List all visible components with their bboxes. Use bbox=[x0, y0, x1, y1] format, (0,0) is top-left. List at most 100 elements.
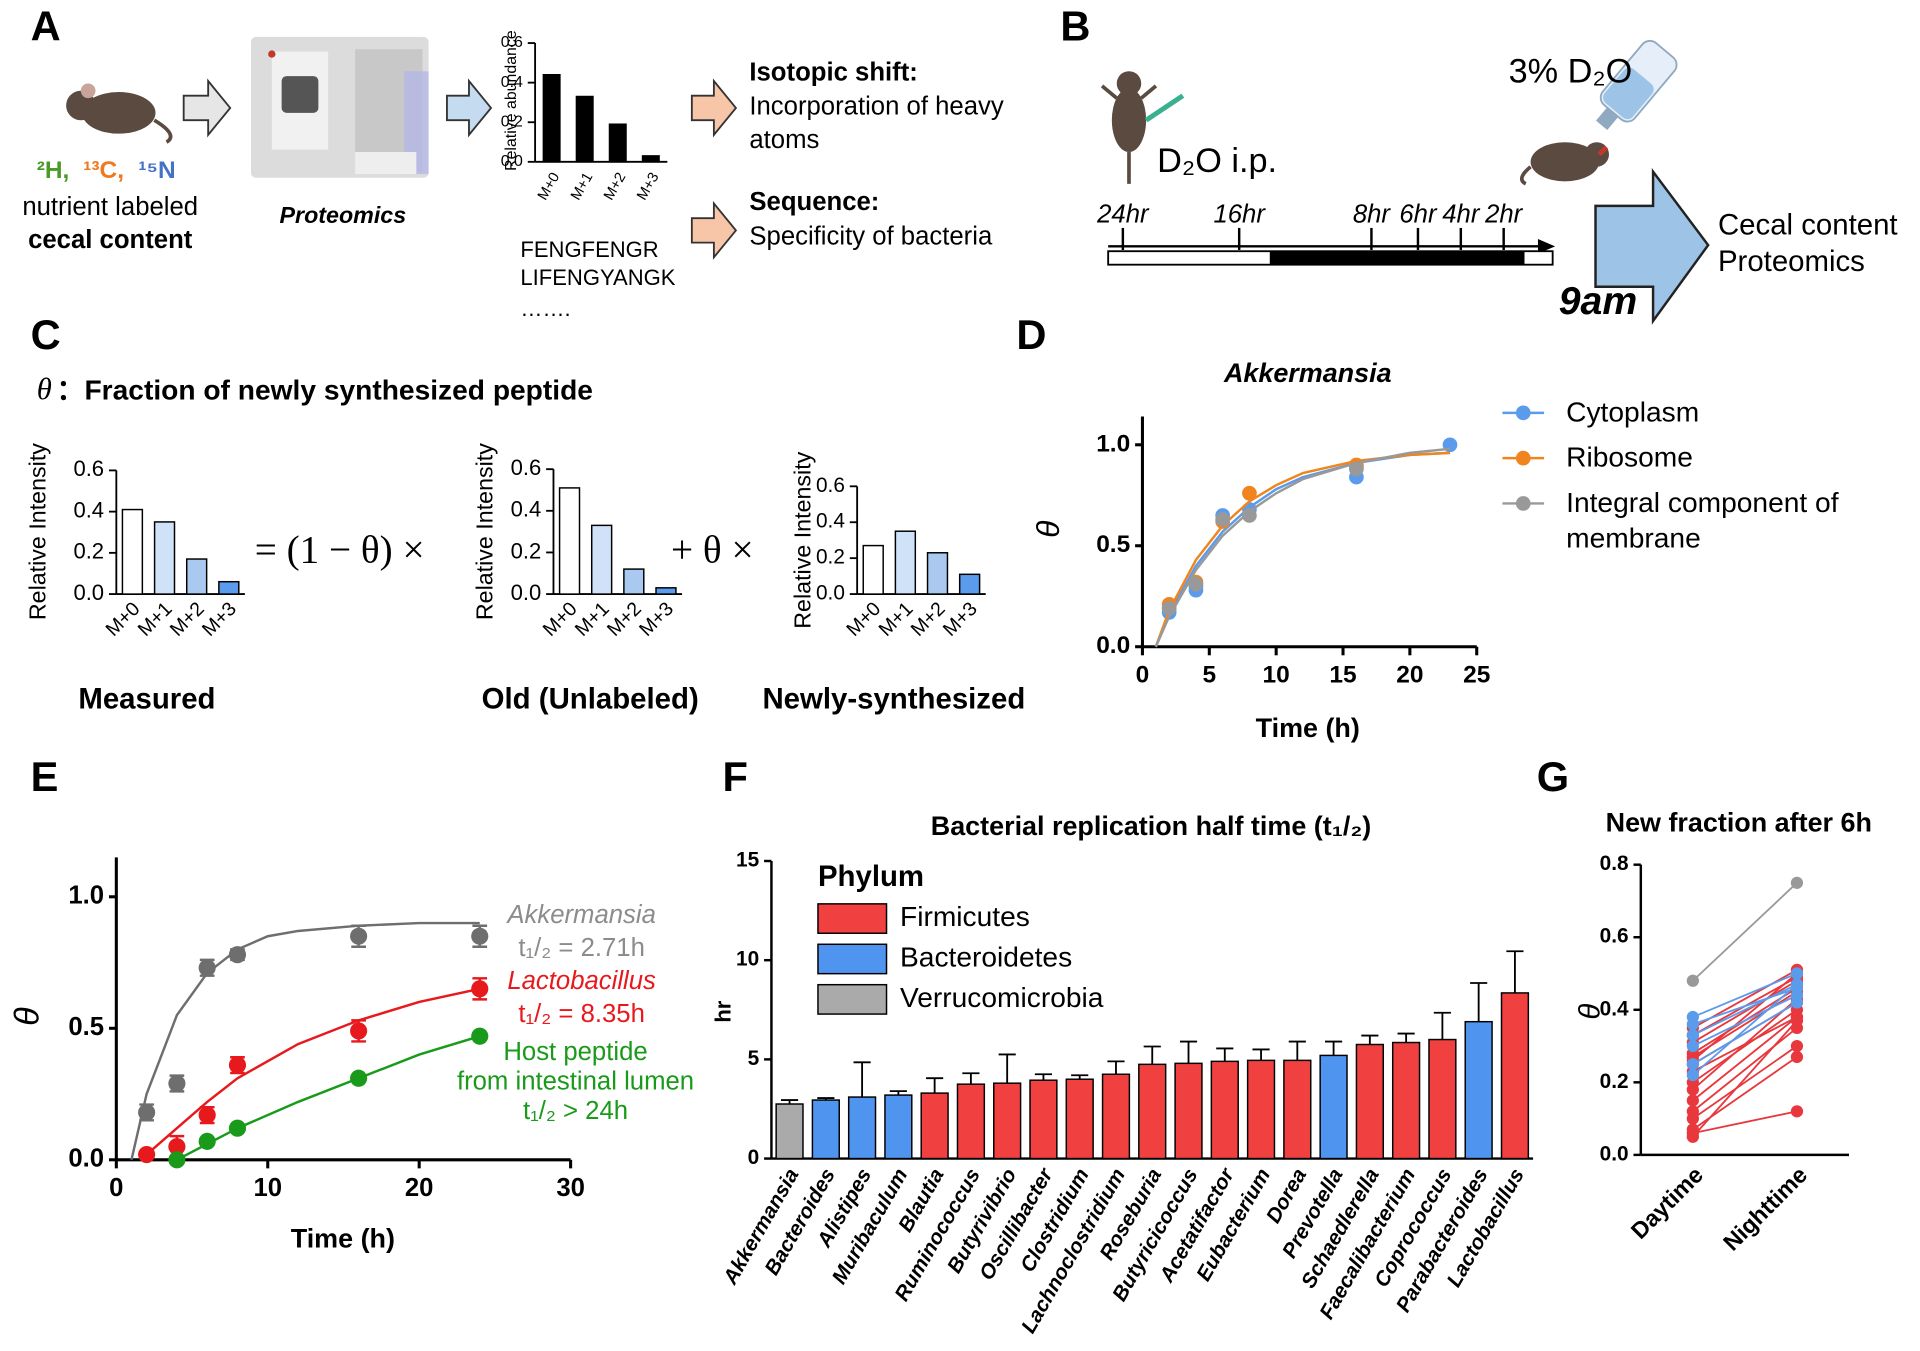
timepoint-label: 4hr bbox=[1442, 201, 1481, 229]
bar bbox=[1283, 1059, 1312, 1160]
annotation: t₁/₂ > 24h bbox=[523, 1097, 628, 1125]
y-axis-label: Relative abundance bbox=[503, 30, 520, 171]
panel-label: F bbox=[722, 753, 747, 800]
bar bbox=[655, 587, 677, 595]
caption: Measured bbox=[78, 682, 215, 715]
legend-label: Cytoplasm bbox=[1566, 395, 1700, 428]
legend-label-box: Cytoplasm bbox=[1566, 395, 1700, 428]
definition: ：Fraction of newly synthesized peptide bbox=[56, 374, 593, 405]
timepoint-label: 16hr bbox=[1213, 201, 1266, 229]
error-bar bbox=[1470, 982, 1488, 1022]
data-point bbox=[1215, 512, 1231, 527]
paired-line bbox=[1692, 972, 1798, 1018]
error-bar bbox=[1325, 1040, 1343, 1056]
data-point bbox=[1686, 974, 1699, 987]
mouse-icon bbox=[66, 83, 173, 144]
x-axis-label: Time (h) bbox=[1256, 713, 1360, 743]
data-point bbox=[1242, 508, 1257, 523]
bottle-nozzle bbox=[1597, 145, 1609, 157]
chart-title: New fraction after 6h bbox=[1606, 807, 1872, 837]
annotation: Lactobacillus bbox=[507, 967, 656, 995]
y-tick-label: 0.6 bbox=[73, 456, 104, 481]
y-tick-label: 0.2 bbox=[1600, 1070, 1629, 1093]
error-bar bbox=[1506, 950, 1524, 993]
bar bbox=[1464, 1020, 1493, 1160]
legend-label: Bacteroidetes bbox=[900, 941, 1072, 972]
error-bar bbox=[926, 1077, 944, 1094]
x-tick-label: Nighttime bbox=[1718, 1161, 1812, 1255]
bar bbox=[894, 530, 917, 595]
x-tick-label: M+3 bbox=[634, 170, 662, 203]
x-tick-label: 10 bbox=[253, 1174, 282, 1202]
x-tick-label: 20 bbox=[405, 1174, 434, 1202]
annotation: Akkermansia bbox=[505, 901, 656, 929]
annotation: Host peptide bbox=[503, 1038, 647, 1066]
data-point bbox=[1686, 1029, 1699, 1042]
isotope-label: ²H, bbox=[37, 157, 70, 184]
x-tick-label: 30 bbox=[556, 1174, 585, 1202]
bar bbox=[153, 521, 176, 595]
fit-curve bbox=[1154, 451, 1451, 648]
data-point bbox=[1686, 1083, 1699, 1096]
bar bbox=[1029, 1079, 1058, 1160]
legend-label: Integral component of membrane bbox=[1566, 486, 1839, 554]
x-tick-label: M+3 bbox=[939, 598, 982, 641]
bar bbox=[1065, 1078, 1094, 1160]
paired-line bbox=[1692, 983, 1798, 1076]
bar bbox=[993, 1082, 1022, 1160]
y-tick-label: 5 bbox=[748, 1047, 760, 1070]
data-point bbox=[168, 1138, 186, 1156]
paired-line bbox=[1692, 1016, 1798, 1102]
peptide-sequence: FENGFENGR bbox=[520, 237, 658, 262]
bar bbox=[1174, 1062, 1203, 1160]
data-point bbox=[1790, 1039, 1804, 1053]
y-tick-label: 1.0 bbox=[68, 882, 104, 910]
bar bbox=[884, 1094, 913, 1160]
data-point bbox=[1790, 996, 1804, 1009]
fit-curve bbox=[130, 921, 480, 1161]
timepoint-label: 24hr bbox=[1096, 201, 1150, 229]
paired-line bbox=[1692, 998, 1798, 1091]
y-tick-label: 0.4 bbox=[511, 497, 542, 522]
note-text: Incorporation of heavy bbox=[749, 93, 1003, 121]
timepoint-label: 8hr bbox=[1353, 201, 1392, 229]
y-axis-label: Relative Intensity bbox=[24, 443, 50, 620]
error-bar bbox=[1034, 1073, 1053, 1081]
drinking-label: 3% D₂O bbox=[1509, 53, 1633, 91]
y-axis-label: hr bbox=[711, 1000, 736, 1022]
x-tick-label: 10 bbox=[1263, 662, 1290, 689]
data-point bbox=[1686, 1112, 1699, 1125]
x-tick-label: Daytime bbox=[1626, 1161, 1708, 1243]
drinking-mouse-icon bbox=[1519, 142, 1609, 186]
bar bbox=[862, 544, 884, 595]
x-tick-label: M+3 bbox=[198, 598, 241, 641]
error-bar bbox=[1288, 1040, 1306, 1061]
legend-label-box: Integral component of membrane bbox=[1566, 486, 1839, 554]
y-axis-label: θ bbox=[1574, 1004, 1607, 1020]
error-bar bbox=[853, 1061, 871, 1098]
y-tick-label: 0 bbox=[748, 1146, 760, 1169]
y-tick-label: 0.0 bbox=[511, 580, 542, 605]
data-point bbox=[350, 927, 368, 945]
bar bbox=[558, 487, 581, 595]
y-tick-label: 0.0 bbox=[816, 582, 845, 605]
note-text: atoms bbox=[749, 126, 819, 154]
legend-marker bbox=[1515, 496, 1531, 511]
data-point bbox=[471, 1027, 489, 1045]
panel-label: C bbox=[31, 311, 61, 358]
data-point bbox=[1790, 967, 1804, 980]
bar bbox=[1101, 1073, 1131, 1160]
y-tick-label: 0.5 bbox=[1096, 531, 1130, 558]
y-tick-label: 15 bbox=[736, 849, 759, 872]
legend-label: Verrucomicrobia bbox=[900, 982, 1104, 1013]
y-tick-label: 0.2 bbox=[501, 113, 523, 130]
x-tick-label: 20 bbox=[1396, 662, 1423, 689]
data-point bbox=[168, 1151, 186, 1169]
error-bar bbox=[1179, 1040, 1198, 1064]
isotope-label: ¹⁵N bbox=[138, 157, 175, 184]
bar bbox=[1246, 1059, 1276, 1160]
x-tick-label: M+2 bbox=[601, 170, 629, 203]
x-axis-label: Time (h) bbox=[291, 1224, 395, 1254]
panel-label: G bbox=[1537, 753, 1569, 800]
